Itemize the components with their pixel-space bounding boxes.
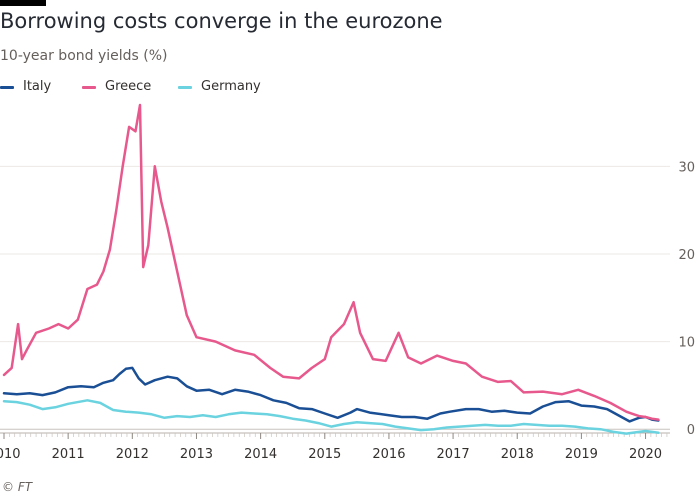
source-credit: © FT	[2, 480, 33, 494]
legend-label-greece: Greece	[105, 79, 152, 94]
y-tick-label-30: 30	[678, 160, 695, 175]
x-tick-label-2014: 2014	[244, 447, 277, 462]
series-line-greece	[2, 103, 660, 421]
x-tick-label-2015: 2015	[308, 447, 341, 462]
series-line-germany	[2, 399, 660, 435]
y-tick-label-10: 10	[678, 336, 695, 351]
legend-label-germany: Germany	[201, 79, 261, 94]
x-tick-label-2013: 2013	[180, 447, 213, 462]
brand-bar	[0, 0, 46, 6]
x-tick-label-2018: 2018	[501, 447, 534, 462]
chart-title: Borrowing costs converge in the eurozone	[0, 9, 443, 33]
legend-label-italy: Italy	[23, 79, 52, 94]
x-tick-label-2017: 2017	[437, 447, 470, 462]
legend-swatch-greece	[82, 86, 96, 89]
series-line-italy	[2, 366, 660, 423]
legend-swatch-italy	[0, 86, 14, 89]
x-tick-label-2016: 2016	[372, 447, 405, 462]
y-tick-label-20: 20	[678, 248, 695, 263]
x-tick-label-2010: 2010	[0, 447, 21, 462]
x-tick-label-2020: 2020	[629, 447, 662, 462]
x-tick-label-2011: 2011	[52, 447, 85, 462]
chart-subtitle: 10-year bond yields (%)	[0, 48, 168, 64]
y-tick-label-0: 0	[687, 423, 695, 438]
legend-swatch-germany	[178, 86, 192, 89]
x-tick-label-2019: 2019	[565, 447, 598, 462]
x-tick-label-2012: 2012	[116, 447, 149, 462]
